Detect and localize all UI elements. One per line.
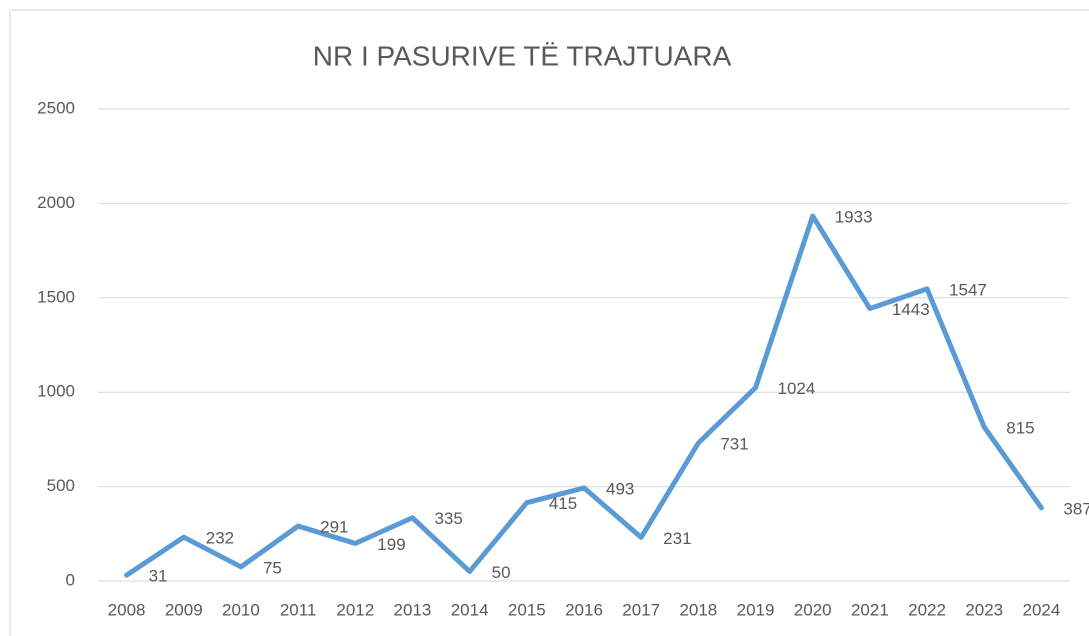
data-label: 335 [434, 509, 462, 528]
x-tick-label: 2014 [451, 600, 489, 619]
data-label: 387 [1063, 499, 1089, 518]
y-tick-label: 1000 [37, 382, 75, 401]
x-tick-label: 2010 [222, 600, 260, 619]
x-tick-label: 2023 [965, 600, 1003, 619]
x-tick-label: 2013 [394, 600, 432, 619]
data-label: 31 [149, 567, 168, 586]
x-tick-label: 2024 [1022, 600, 1060, 619]
data-label: 815 [1006, 419, 1034, 438]
x-tick-label: 2021 [851, 600, 889, 619]
data-label: 415 [549, 494, 577, 513]
chart-frame [9, 9, 1089, 636]
data-label: 199 [377, 535, 405, 554]
data-label: 1933 [835, 208, 873, 227]
x-tick-label: 2016 [565, 600, 603, 619]
x-tick-label: 2009 [165, 600, 203, 619]
y-tick-label: 0 [66, 570, 75, 589]
data-label: 50 [492, 563, 511, 582]
x-tick-label: 2008 [108, 600, 146, 619]
data-label: 232 [206, 529, 234, 548]
data-label: 731 [720, 434, 748, 453]
data-line [124, 213, 1044, 578]
x-tick-label: 2019 [737, 600, 775, 619]
chart-title: NR I PASURIVE TË TRAJTUARA [313, 40, 732, 71]
x-tick-label: 2015 [508, 600, 546, 619]
y-tick-label: 500 [47, 476, 75, 495]
data-label: 1547 [949, 280, 987, 299]
x-tick-label: 2011 [280, 600, 317, 619]
data-label: 231 [663, 529, 691, 548]
data-label: 75 [263, 558, 282, 577]
x-tick-label: 2017 [622, 600, 660, 619]
data-label: 291 [320, 518, 348, 537]
data-label: 493 [606, 479, 634, 498]
data-label: 1024 [778, 379, 816, 398]
x-tick-label: 2018 [679, 600, 717, 619]
data-label: 1443 [892, 300, 930, 319]
y-tick-label: 2500 [37, 98, 75, 117]
x-tick-label: 2020 [794, 600, 832, 619]
y-tick-label: 2000 [37, 193, 75, 212]
x-tick-label: 2022 [908, 600, 946, 619]
y-tick-label: 1500 [37, 287, 75, 306]
x-tick-label: 2012 [336, 600, 374, 619]
